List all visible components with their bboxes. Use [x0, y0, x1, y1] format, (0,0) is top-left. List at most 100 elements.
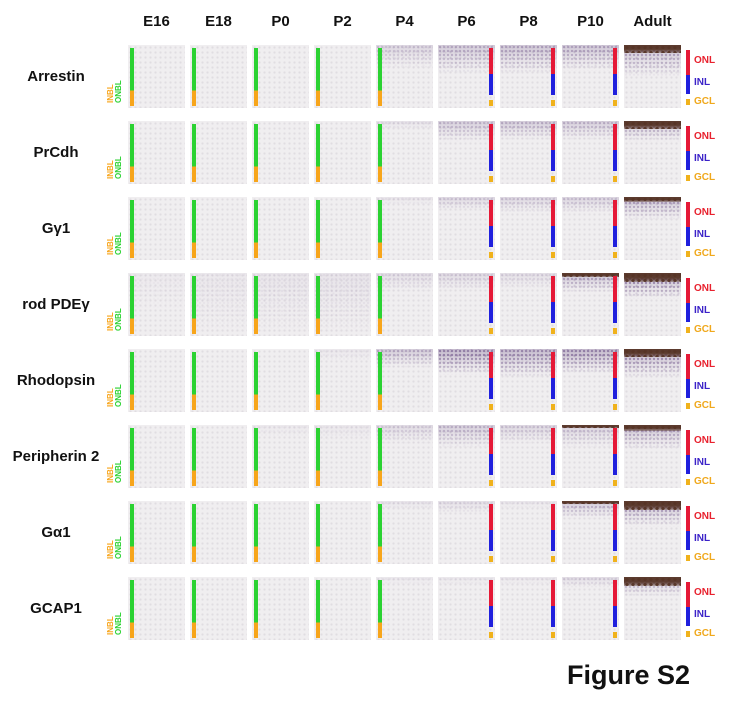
legend-gcl-bar	[686, 250, 690, 258]
crust-layer	[624, 197, 681, 203]
stain-layer	[438, 425, 495, 448]
stain-layer	[252, 425, 309, 438]
stain-layer	[562, 425, 619, 448]
gcl-bar	[551, 632, 555, 639]
inl-label: INL	[694, 228, 711, 240]
gcl-label: GCL	[694, 552, 716, 564]
panel-r1-c3	[314, 121, 371, 184]
panel-r2-c6	[500, 197, 557, 260]
onl-inl-bar	[613, 199, 617, 248]
onbl-inbl-bar	[130, 428, 134, 487]
onbl-inbl-bar	[378, 276, 382, 335]
gcl-bar	[613, 100, 617, 107]
panel-r4-c5	[438, 349, 495, 412]
vertical-layer-label: INBL ONBL	[106, 577, 123, 636]
stain-layer	[252, 273, 309, 336]
onl-inl-bar	[551, 427, 555, 476]
inl-label: INL	[694, 76, 711, 88]
layer-legend: ONL INL GCL	[686, 45, 732, 108]
onl-inl-bar	[613, 503, 617, 552]
stain-layer	[376, 45, 433, 69]
legend-inl-bar	[686, 227, 690, 247]
gcl-bar	[613, 556, 617, 563]
gcl-bar	[551, 252, 555, 259]
stain-layer	[562, 121, 619, 140]
stain-layer	[500, 349, 557, 378]
inl-label: INL	[694, 456, 711, 468]
panel-r3-c5	[438, 273, 495, 336]
panel-r4-c6	[500, 349, 557, 412]
onbl-inbl-bar	[130, 276, 134, 335]
row-label-6: Gα1	[41, 523, 71, 541]
legend-inl-bar	[686, 607, 690, 627]
crust-layer	[624, 577, 681, 587]
panel-r6-c5	[438, 501, 495, 564]
row-label-4: Rhodopsin	[16, 371, 96, 389]
gcl-bar	[551, 100, 555, 107]
stain-layer	[500, 121, 557, 140]
panel-r0-c6	[500, 45, 557, 108]
panel-r2-c3	[314, 197, 371, 260]
panel-r4-c1	[190, 349, 247, 412]
panel-r2-c7	[562, 197, 619, 260]
column-header-0: E16	[143, 13, 170, 30]
stain-layer	[438, 501, 495, 514]
onbl-inbl-bar	[254, 504, 258, 563]
gcl-label: GCL	[694, 248, 716, 260]
column-header-8: Adult	[633, 13, 672, 30]
layer-legend: ONL INL GCL	[686, 425, 732, 488]
panel-r0-c0	[128, 45, 185, 108]
inl-label: INL	[694, 380, 711, 392]
onl-inl-bar	[613, 123, 617, 172]
panel-r7-c5	[438, 577, 495, 640]
onbl-label: ONBL	[114, 612, 123, 636]
legend-onl-bar	[686, 50, 690, 76]
stain-layer	[438, 121, 495, 143]
onbl-inbl-bar	[254, 352, 258, 411]
panel-r6-c1	[190, 501, 247, 564]
panel-r5-c3	[314, 425, 371, 488]
onl-inl-bar	[489, 427, 493, 476]
column-header-6: P8	[519, 13, 538, 30]
panel-r7-c8	[624, 577, 681, 640]
onbl-inbl-bar	[316, 504, 320, 563]
stain-layer	[376, 197, 433, 205]
legend-onl-bar	[686, 354, 690, 380]
onbl-inbl-bar	[254, 124, 258, 183]
layer-axis-cell: INBL ONBL	[106, 501, 123, 564]
onbl-inbl-bar	[130, 48, 134, 107]
legend-onl-bar	[686, 430, 690, 456]
inl-label: INL	[694, 608, 711, 620]
gcl-bar	[613, 404, 617, 411]
panel-r2-c5	[438, 197, 495, 260]
onbl-inbl-bar	[130, 580, 134, 639]
panel-r3-c7	[562, 273, 619, 336]
layer-axis-cell: INBL ONBL	[106, 197, 123, 260]
onl-label: ONL	[694, 207, 716, 219]
onl-inl-bar	[613, 275, 617, 324]
stain-layer	[314, 425, 371, 441]
onl-inl-bar	[489, 503, 493, 552]
inl-label: INL	[694, 304, 711, 316]
gcl-label: GCL	[694, 96, 716, 108]
onbl-inbl-bar	[378, 504, 382, 563]
panel-r6-c3	[314, 501, 371, 564]
row-label-1: PrCdh	[33, 143, 79, 161]
gcl-label: GCL	[694, 628, 716, 640]
onl-inl-bar	[551, 123, 555, 172]
panel-r1-c2	[252, 121, 309, 184]
onl-inl-bar	[489, 351, 493, 400]
onl-label: ONL	[694, 283, 716, 295]
stain-layer	[438, 577, 495, 587]
panel-r7-c3	[314, 577, 371, 640]
panel-r3-c0	[128, 273, 185, 336]
vertical-layer-label: INBL ONBL	[106, 121, 123, 180]
header-spacer	[8, 6, 104, 32]
onbl-inbl-bar	[378, 352, 382, 411]
layer-legend: ONL INL GCL	[686, 273, 732, 336]
vertical-layer-label: INBL ONBL	[106, 197, 123, 256]
panel-r7-c2	[252, 577, 309, 640]
crust-layer	[624, 45, 681, 53]
onl-inl-bar	[551, 579, 555, 628]
onbl-inbl-bar	[192, 48, 196, 107]
